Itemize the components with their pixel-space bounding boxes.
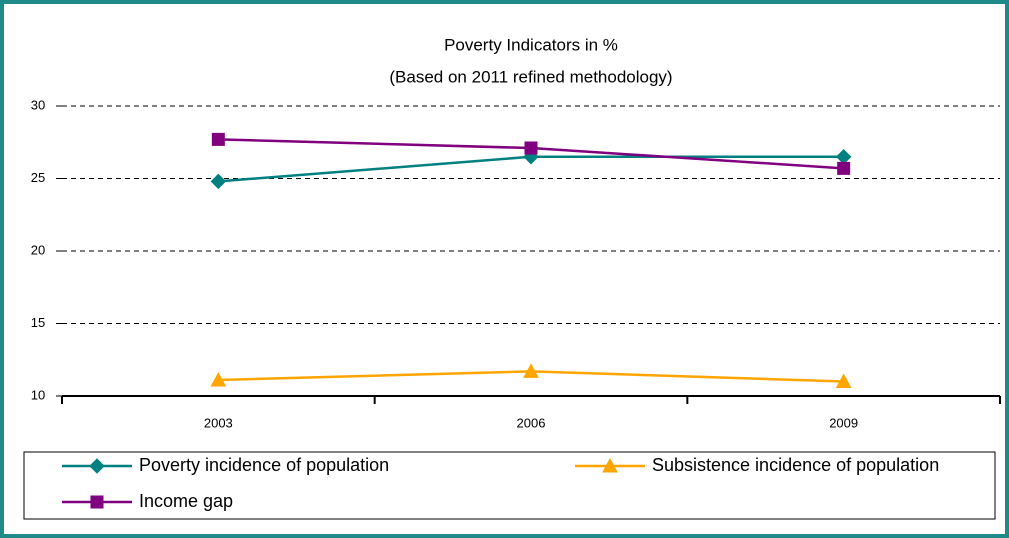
chart-title: Poverty Indicators in % [444, 35, 618, 54]
legend-marker [602, 457, 618, 473]
data-point [835, 373, 852, 388]
legend-marker [90, 495, 104, 509]
y-tick-label: 15 [31, 315, 45, 330]
y-tick-label: 30 [31, 97, 45, 112]
data-point [210, 173, 227, 190]
x-tick-label: 2003 [204, 415, 233, 430]
legend-label: Poverty incidence of population [139, 455, 389, 475]
legend-label: Income gap [139, 491, 233, 511]
chart-subtitle: (Based on 2011 refined methodology) [389, 67, 672, 86]
data-point [523, 363, 539, 378]
y-tick-label: 20 [31, 242, 45, 257]
data-point [210, 371, 227, 387]
y-tick-label: 10 [31, 387, 45, 402]
data-point [524, 141, 538, 155]
legend-label: Subsistence incidence of population [652, 455, 939, 475]
data-point [211, 132, 225, 146]
x-tick-label: 2009 [829, 415, 858, 430]
x-tick-label: 2006 [517, 415, 546, 430]
legend-marker [89, 458, 105, 474]
data-point [837, 161, 851, 175]
legend-box [23, 451, 996, 520]
y-tick-label: 25 [31, 170, 45, 185]
